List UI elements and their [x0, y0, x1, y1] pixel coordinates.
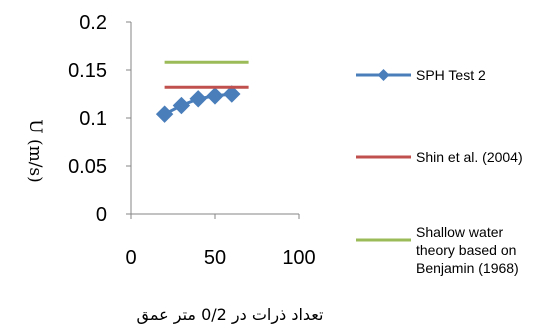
- y-tick-label: 0.05: [68, 156, 107, 178]
- legend-label-2: Benjamin (1968): [416, 260, 519, 276]
- legend-label-2: theory based on: [416, 242, 516, 258]
- y-tick-label: 0.2: [79, 12, 107, 34]
- legend-label-2: Shallow water: [416, 224, 503, 240]
- data-point-marker: [155, 105, 174, 123]
- data-point-marker: [189, 90, 207, 108]
- x-tick-label: 100: [282, 247, 315, 269]
- y-tick-label: 0: [96, 204, 107, 226]
- legend-label-0: SPH Test 2: [416, 67, 486, 83]
- y-axis-label-group: U (m/s): [25, 119, 45, 183]
- y-axis-label: U (m/s): [25, 119, 45, 183]
- y-tick-label: 0.1: [79, 108, 107, 130]
- plot-series: [155, 60, 249, 123]
- data-point-marker: [206, 87, 224, 105]
- y-ticks: 0 0.05 0.1 0.15 0.2: [68, 12, 131, 226]
- legend-marker: [377, 69, 390, 81]
- x-axis-label: تعداد ذرات در 0/2 متر عمق: [137, 305, 324, 325]
- legend-label-1: Shin et al. (2004): [416, 149, 523, 165]
- legend: SPH Test 2 Shin et al. (2004) Shallow wate…: [356, 67, 523, 276]
- x-tick-label: 0: [125, 247, 136, 269]
- x-tick-label: 50: [204, 247, 226, 269]
- y-tick-label: 0.15: [68, 60, 107, 82]
- data-point-marker: [223, 85, 241, 103]
- x-ticks: 0 50 100: [125, 214, 316, 269]
- data-point-marker: [172, 96, 191, 115]
